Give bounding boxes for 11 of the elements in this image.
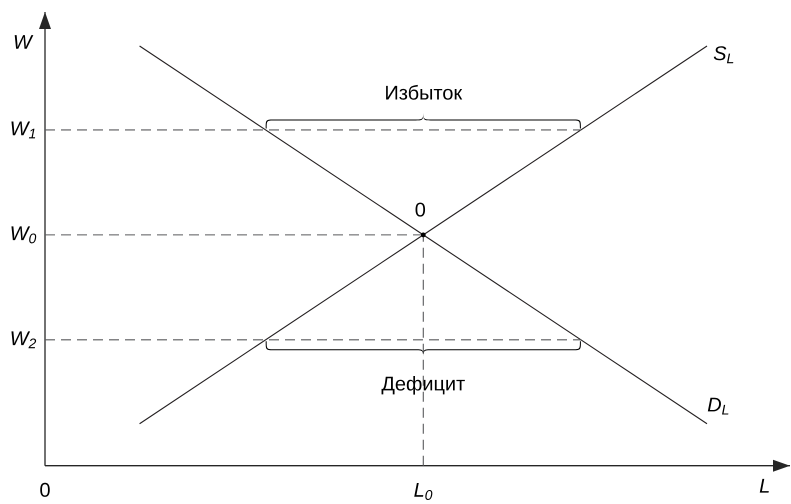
annotation: Дефицит [382,376,465,395]
ref-line-label: W$_{1}$ [11,122,36,138]
ref-line-label: W$_{0}$ [11,226,36,244]
annotation: Избыток [386,84,462,100]
annotation: 0 [416,202,426,217]
series-label: S$_{L}$ [714,46,734,64]
x-tick-label: L$_{0}$ [414,482,432,500]
series-label: D$_{L}$ [708,398,728,415]
ref-line-label: W$_{2}$ [11,331,36,348]
x-axis-title: L [760,478,769,493]
y-axis-title: W [14,35,34,49]
